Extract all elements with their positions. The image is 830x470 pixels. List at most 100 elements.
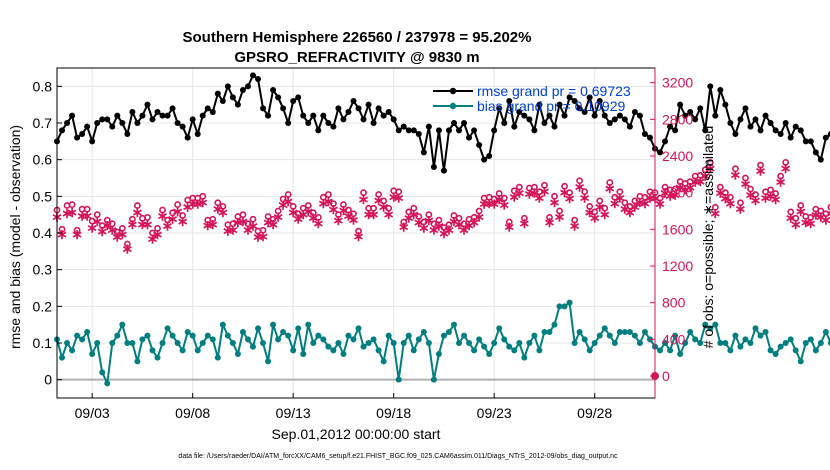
rmse-point <box>727 120 734 126</box>
obs-assimilated-marker: ∗ <box>277 197 289 213</box>
bias-point <box>445 329 452 335</box>
bias-point <box>355 325 362 332</box>
bias-point <box>486 351 493 357</box>
rmse-point <box>536 101 543 108</box>
data-file-footer: data file: /Users/raeder/DAI/ATM_forcXX/… <box>178 453 618 460</box>
rmse-series-points <box>54 72 830 174</box>
obs-assimilated-marker: ∗ <box>574 178 586 194</box>
rmse-point <box>677 101 684 108</box>
obs-possible-marker <box>556 207 563 215</box>
rmse-point <box>526 116 533 123</box>
bias-point <box>174 340 181 346</box>
rmse-point <box>199 112 206 119</box>
rmse-point <box>461 120 468 126</box>
obs-possible-marker <box>214 199 222 207</box>
obs-assimilated-marker: ∗ <box>292 210 304 226</box>
bias-point <box>526 340 533 346</box>
obs-possible-marker <box>787 208 795 216</box>
rmse-point <box>189 116 196 123</box>
obs-assimilated-marker: ∗ <box>780 160 792 176</box>
obs-assimilated-marker: ∗ <box>694 173 706 189</box>
obs-possible-marker <box>596 197 604 205</box>
obs-possible-marker <box>123 240 131 248</box>
bias-point <box>667 347 674 354</box>
obs-possible-marker <box>656 194 664 202</box>
obs-assimilated-marker: ∗ <box>358 191 370 207</box>
bias-point <box>476 336 483 343</box>
obs-assimilated-marker: ∗ <box>468 214 480 230</box>
obs-possible-marker <box>144 214 151 221</box>
obs-assimilated-marker: ∗ <box>614 189 626 205</box>
rmse-point <box>692 116 699 123</box>
chart-subtitle: GPSRO_REFRACTIVITY @ 9830 m <box>234 49 479 66</box>
obs-assimilated-marker: ∗ <box>659 185 671 201</box>
y-tick-left-label: 0.5 <box>33 188 53 204</box>
bias-point <box>320 336 327 343</box>
obs-possible-marker <box>576 177 584 185</box>
obs-assimilated-marker: ∗ <box>554 209 566 225</box>
rmse-point <box>516 109 523 115</box>
rmse-point <box>234 101 241 108</box>
obs-assimilated-marker: ∗ <box>287 204 299 220</box>
bias-point <box>687 329 694 335</box>
obs-assimilated-marker: ∗ <box>428 221 440 237</box>
obs-assimilated-marker: ∗ <box>61 205 73 221</box>
obs-possible-marker <box>546 214 553 221</box>
obs-possible-marker <box>641 193 649 201</box>
bias-point <box>390 340 397 346</box>
bias-point <box>757 332 764 339</box>
rmse-point <box>697 105 704 112</box>
bias-point <box>461 332 468 339</box>
obs-possible-marker <box>541 181 548 189</box>
rmse-point <box>596 98 603 104</box>
y-tick-right-label: 1600 <box>662 221 693 237</box>
obs-assimilated-marker: ∗ <box>790 216 802 232</box>
rmse-point <box>732 131 739 137</box>
bias-point <box>99 369 106 376</box>
obs-possible-marker <box>229 220 237 228</box>
obs-possible-marker <box>370 204 377 212</box>
obs-possible-marker <box>340 201 347 208</box>
y-tick-right-label: 2400 <box>662 148 693 164</box>
obs-assimilated-marker: ∗ <box>368 206 380 222</box>
obs-possible-marker <box>495 190 503 197</box>
bias-point <box>219 321 226 328</box>
obs-assimilated-marker: ∗ <box>111 229 123 245</box>
obs-assimilated-marker: ∗ <box>127 216 139 232</box>
bias-point <box>712 321 719 328</box>
rmse-point <box>239 87 246 93</box>
x-tick-label: 09/03 <box>75 405 110 421</box>
rmse-point <box>752 116 759 123</box>
obs-possible-marker <box>767 186 774 194</box>
obs-assimilated-marker: ∗ <box>302 203 314 219</box>
rmse-point <box>586 94 593 101</box>
obs-possible-marker <box>98 222 106 230</box>
obs-assimilated-marker: ∗ <box>815 209 827 225</box>
obs-possible-marker <box>324 191 332 198</box>
obs-possible-marker <box>586 203 594 210</box>
legend: rmse grand pr = 0.69723 bias grand pr = … <box>433 83 631 114</box>
obs-possible-marker <box>822 210 830 218</box>
bias-point <box>300 351 307 357</box>
bias-point <box>807 336 814 343</box>
obs-assimilated-marker: ∗ <box>162 218 174 234</box>
obs-assimilated-marker: ∗ <box>433 218 445 234</box>
bias-series-points <box>54 299 830 387</box>
obs-possible-marker <box>284 191 292 198</box>
obs-possible-marker <box>732 165 739 173</box>
rmse-point <box>345 109 352 115</box>
obs-assimilated-marker: ∗ <box>539 183 551 199</box>
rmse-point <box>792 123 799 130</box>
rmse-point <box>290 98 297 104</box>
bias-point <box>787 336 794 343</box>
bias-point <box>742 336 749 343</box>
x-axis-label: Sep.01,2012 00:00:00 start <box>272 426 441 442</box>
obs-possible-marker <box>289 203 297 210</box>
obs-assimilated-marker: ∗ <box>795 203 807 219</box>
obs-assimilated-marker: ∗ <box>498 197 510 213</box>
bias-point <box>657 347 664 354</box>
bias-point <box>179 347 186 354</box>
obs-possible-marker <box>551 192 558 200</box>
obs-assimilated-marker: ∗ <box>639 195 651 211</box>
